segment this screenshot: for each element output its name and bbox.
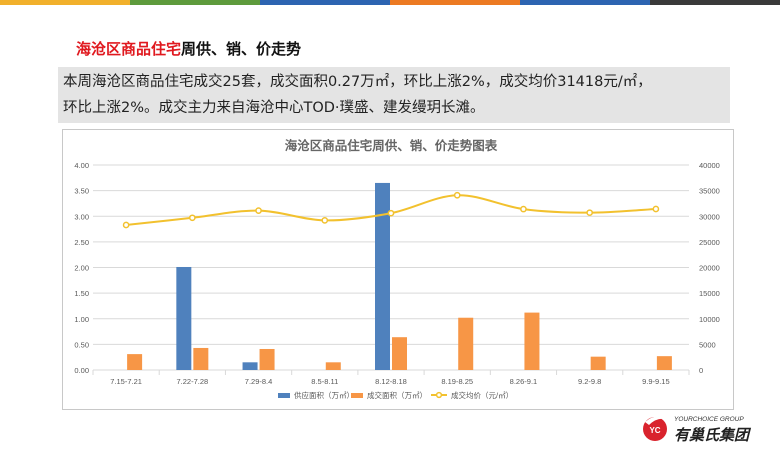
x-tick-label: 8.5-8.11: [311, 377, 338, 386]
y-left-tick-label: 2.00: [74, 264, 89, 273]
y-right-tick-label: 0: [699, 366, 703, 375]
x-tick-label: 8.12-8.18: [375, 377, 407, 386]
avg-price-point: [387, 209, 395, 217]
y-left-tick-label: 3.50: [74, 187, 89, 196]
avg-price-point: [453, 191, 461, 199]
deal-bar: [590, 356, 606, 370]
x-tick-label: 9.9-9.15: [642, 377, 670, 386]
logo-swoosh-icon: [645, 416, 669, 425]
summary-line-1: 本周海沧区商品住宅成交25套，成交面积0.27万㎡，环比上涨2%，成交均价314…: [63, 74, 652, 90]
x-tick-label: 7.15-7.21: [110, 377, 142, 386]
deal-bar: [259, 348, 275, 370]
top-bar-segment: [520, 0, 650, 5]
y-left-tick-label: 0.00: [74, 366, 89, 375]
legend-swatch-deal: [351, 393, 363, 398]
avg-price-point: [586, 209, 594, 217]
page-title-rest: 周供、销、价走势: [181, 40, 302, 58]
logo-text-en: YOURCHOICE GROUP: [674, 416, 744, 423]
x-tick-label: 7.29-8.4: [245, 377, 273, 386]
deal-bar: [193, 347, 209, 370]
legend-label-price: 成交均价（元/㎡）: [451, 390, 513, 400]
x-tick-label: 8.19-8.25: [441, 377, 473, 386]
chart-frame: 海沧区商品住宅周供、销、价走势图表 0.00 0 0.50 5000 1.00 10000 1…: [62, 129, 734, 410]
deal-bar: [656, 356, 672, 370]
legend-label-deal: 成交面积（万㎡）: [367, 390, 427, 400]
legend-label-supply: 供应面积（万㎡）: [294, 390, 354, 400]
supply-bar: [176, 266, 192, 370]
y-left-tick-label: 1.50: [74, 289, 89, 298]
avg-price-point: [188, 214, 196, 222]
avg-price-point: [321, 217, 329, 224]
deal-bar: [127, 354, 143, 370]
supply-bar: [375, 182, 390, 370]
top-bar-segment: [130, 0, 260, 5]
avg-price-point: [255, 207, 262, 214]
avg-price-point: [122, 221, 130, 229]
supply-bar: [242, 362, 258, 370]
legend-marker-price: [435, 391, 443, 399]
y-left-tick-label: 0.50: [74, 340, 89, 349]
top-bar-segment: [0, 0, 130, 5]
deal-bar: [325, 362, 341, 370]
x-tick-label: 9.2-9.8: [578, 377, 601, 386]
y-left-tick-label: 4.00: [74, 161, 89, 170]
legend-swatch-supply: [278, 393, 290, 398]
chart-title: 海沧区商品住宅周供、销、价走势图表: [285, 138, 498, 153]
page-title: 海沧区商品住宅周供、销、价走势: [76, 38, 301, 59]
y-right-tick-label: 10000: [699, 315, 720, 324]
y-right-tick-label: 40000: [699, 161, 720, 170]
y-left-tick-label: 3.00: [74, 212, 89, 221]
top-bar-segment: [650, 0, 780, 5]
avg-price-point: [520, 205, 527, 213]
page-title-highlight: 海沧区商品住宅: [76, 40, 182, 58]
summary-box: 本周海沧区商品住宅成交25套，成交面积0.27万㎡，环比上涨2%，成交均价314…: [58, 67, 730, 123]
x-tick-label: 8.26-9.1: [510, 377, 538, 386]
logo-text-cn: 有巢氏集团: [674, 426, 752, 444]
top-bar-segment: [390, 0, 520, 5]
y-right-tick-label: 25000: [699, 238, 720, 247]
top-color-bar: [0, 0, 780, 5]
y-right-tick-label: 35000: [699, 187, 720, 196]
y-left-tick-label: 1.00: [74, 315, 89, 324]
top-bar-segment: [260, 0, 390, 5]
y-left-tick-label: 2.50: [74, 238, 89, 247]
company-logo: YC YOURCHOICE GROUP 有巢氏集团: [643, 416, 752, 444]
y-right-tick-label: 20000: [699, 264, 720, 273]
avg-price-point: [652, 205, 660, 213]
y-right-tick-label: 30000: [699, 212, 720, 221]
x-tick-label: 7.22-7.28: [176, 377, 208, 386]
deal-bar: [524, 312, 540, 370]
combo-chart: 海沧区商品住宅周供、销、价走势图表 0.00 0 0.50 5000 1.00 10000 1…: [74, 138, 720, 400]
summary-line-2: 环比上涨2%。成交主力来自海沧中心TOD·璞盛、建发缦玥长滩。: [63, 100, 485, 116]
y-right-tick-label: 5000: [699, 340, 716, 349]
y-right-tick-label: 15000: [699, 289, 720, 298]
logo-mark-text: YC: [649, 426, 660, 435]
deal-bar: [392, 337, 407, 370]
deal-bar: [458, 317, 474, 370]
